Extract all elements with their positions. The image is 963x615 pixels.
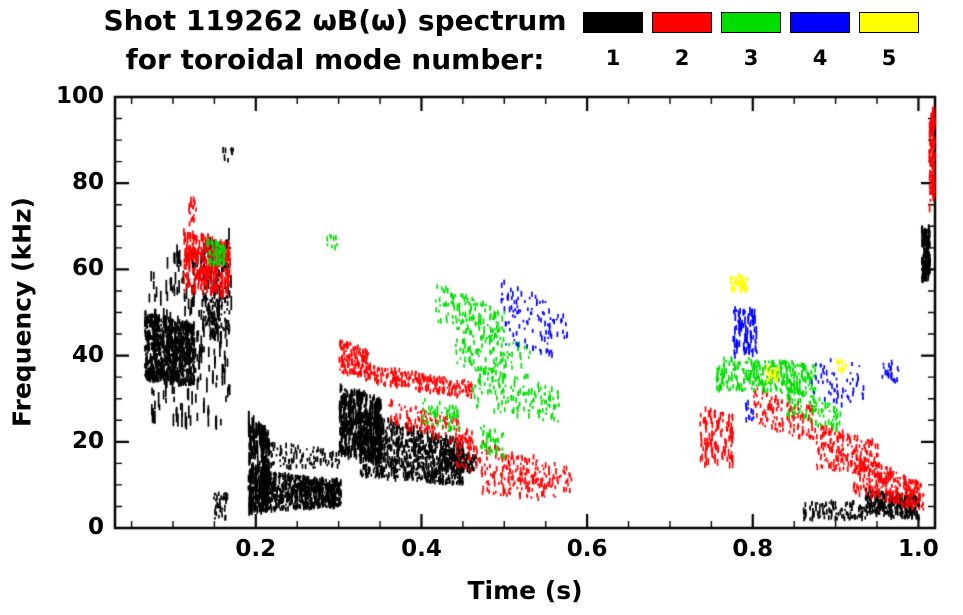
- legend-label-3: 3: [743, 46, 759, 70]
- legend-label-4: 4: [812, 46, 828, 70]
- y-tick-label: 80: [71, 169, 104, 196]
- y-tick-label: 0: [87, 514, 104, 540]
- legend-swatch-3: [721, 12, 781, 33]
- x-tick-label: 1.0: [898, 536, 939, 562]
- x-tick-label: 0.4: [401, 536, 442, 562]
- y-tick-label: 20: [71, 427, 104, 454]
- x-tick-label: 0.8: [732, 536, 774, 562]
- chart-title: Shot 119262 ωB(ω) spectrum for toroidal …: [92, 4, 578, 77]
- legend-swatch-2: [652, 12, 712, 33]
- legend-swatch-4: [790, 12, 850, 33]
- legend-label-5: 5: [881, 46, 897, 70]
- x-axis-title: Time (s): [467, 576, 583, 605]
- chart-title-line1: Shot 119262 ωB(ω) spectrum: [103, 4, 567, 37]
- chart-title-line2: for toroidal mode number:: [125, 43, 545, 77]
- legend-item-3: 3: [721, 12, 781, 70]
- legend-swatch-1: [583, 12, 643, 33]
- y-axis-title: Frequency (kHz): [7, 197, 37, 427]
- legend-label-1: 1: [605, 46, 621, 70]
- legend-swatch-5: [859, 12, 919, 33]
- legend-item-5: 5: [859, 12, 919, 70]
- legend-item-4: 4: [790, 12, 850, 70]
- y-tick-label: 40: [71, 341, 104, 368]
- y-tick-label: 60: [71, 255, 104, 282]
- x-tick-label: 0.6: [566, 536, 608, 562]
- legend: 1 2 3 4 5: [583, 12, 919, 70]
- y-tick-label: 100: [55, 83, 104, 109]
- legend-item-1: 1: [583, 12, 643, 70]
- legend-label-2: 2: [674, 46, 690, 70]
- x-tick-label: 0.2: [235, 536, 277, 562]
- legend-item-2: 2: [652, 12, 712, 70]
